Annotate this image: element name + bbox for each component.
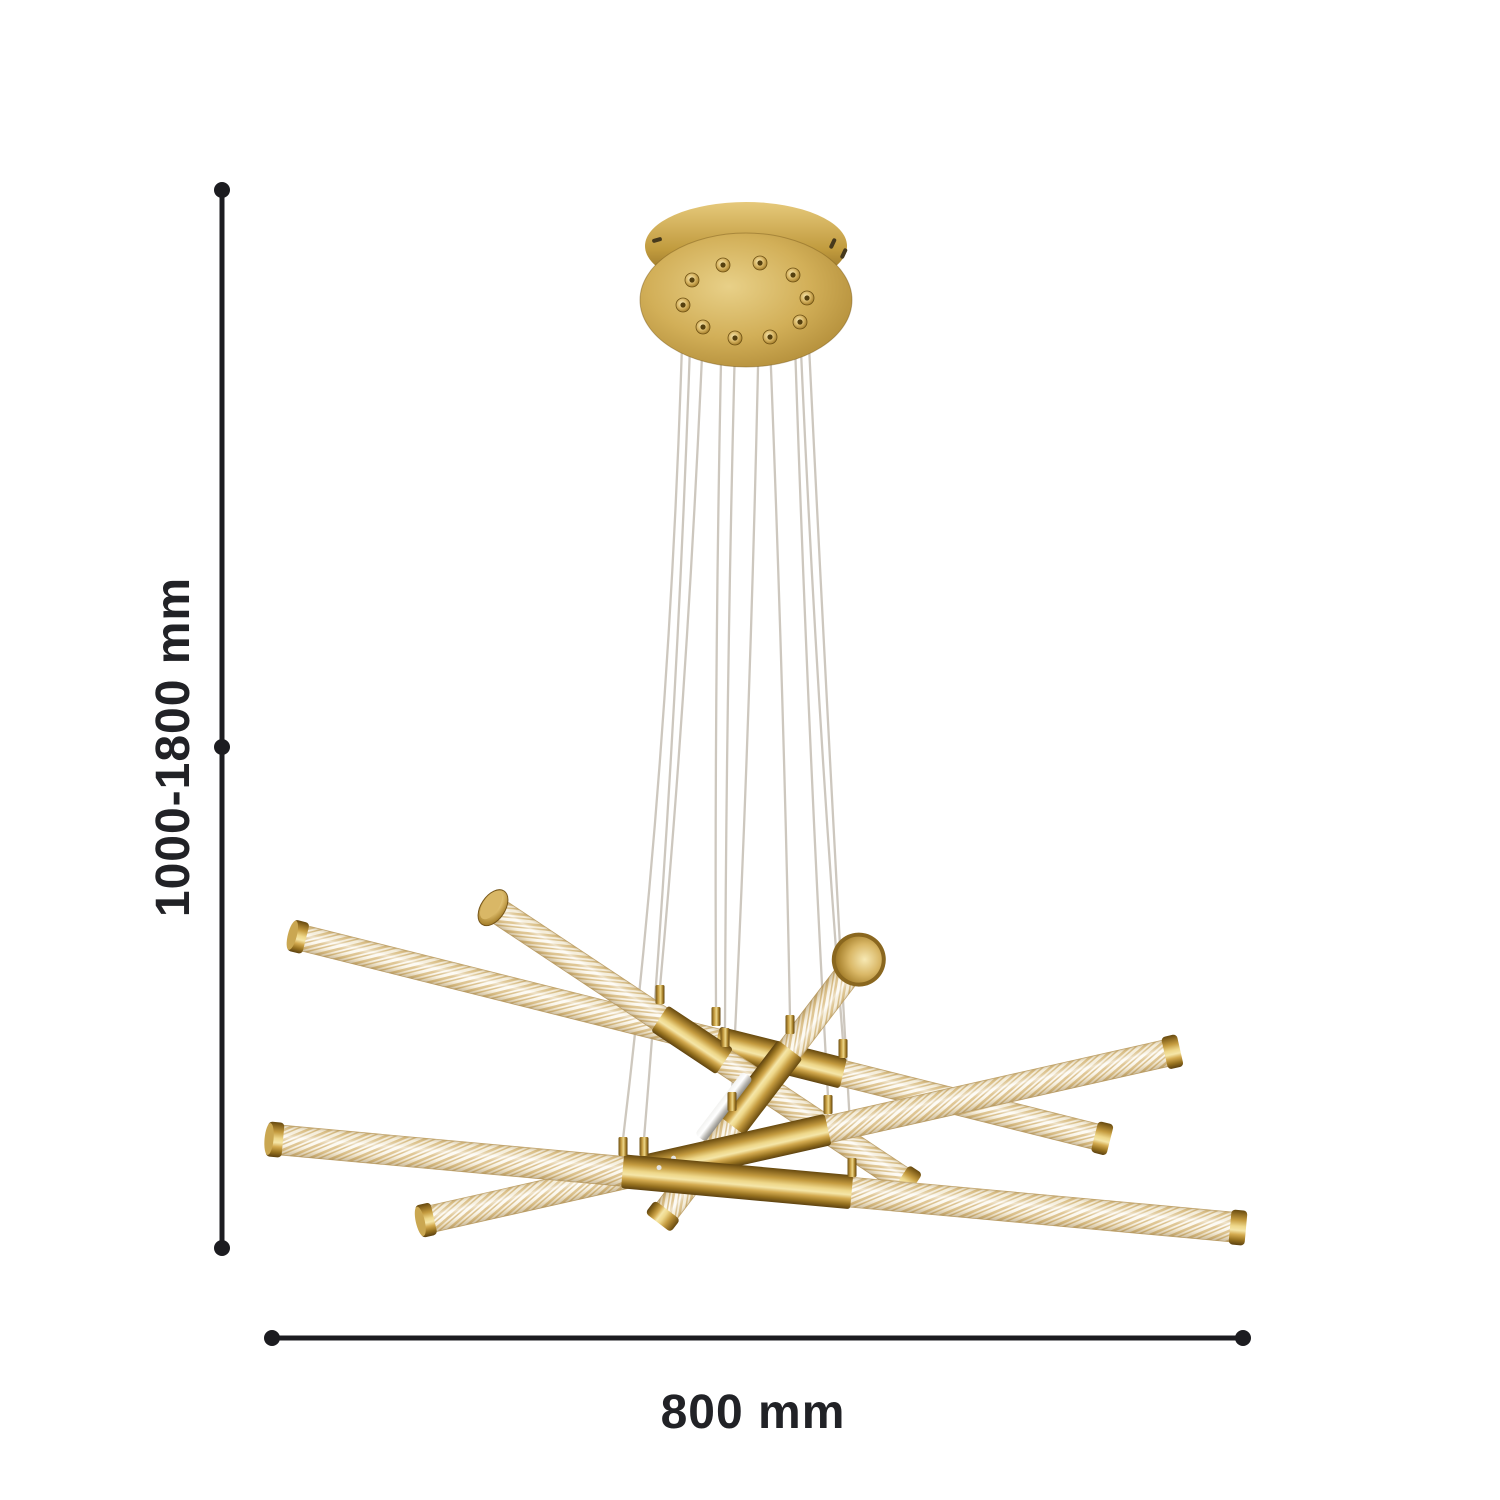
brass-sleeve <box>720 1041 802 1134</box>
suspension-wire <box>768 342 792 1018</box>
hub-silver-rod <box>696 1072 752 1141</box>
rod-end-cap <box>1228 1209 1248 1246</box>
brass-sleeve <box>621 1154 853 1209</box>
canopy-wire-fitting <box>727 330 743 346</box>
suspension-wires <box>621 268 854 1161</box>
canopy-wire-fitting <box>799 290 815 306</box>
height-dimension-endpoint-top <box>214 182 230 198</box>
rod-end-cap-face <box>414 1206 426 1237</box>
wire-grip-peg <box>639 1137 649 1156</box>
ceiling-canopy <box>639 202 853 368</box>
canopy-vent <box>829 238 837 249</box>
wire-grip-peg <box>655 985 665 1004</box>
height-dimension-midpoint <box>214 739 230 755</box>
rod-end-cap <box>1161 1034 1184 1069</box>
width-dimension-endpoint-left <box>264 1330 280 1346</box>
wire-grip-peg <box>720 1028 730 1047</box>
width-dimension-endpoint-right <box>1235 1330 1251 1346</box>
brass-sleeve <box>652 1006 732 1074</box>
rod-end-cap <box>646 1201 679 1231</box>
suspension-wire <box>730 268 762 1095</box>
canopy-wire-fitting <box>762 329 778 345</box>
suspension-wire <box>714 270 725 1010</box>
canopy-face <box>639 232 853 368</box>
rod-end-cap-face <box>264 1123 274 1155</box>
width-dimension-label: 800 mm <box>661 1386 846 1439</box>
wire-grip-peg <box>727 1092 737 1111</box>
suspension-wire <box>658 332 705 988</box>
height-dimension-endpoint-bottom <box>214 1240 230 1256</box>
light-rod <box>477 889 921 1199</box>
wire-grip-pegs <box>618 985 857 1177</box>
canopy-vent <box>840 248 848 259</box>
canopy-wire-fittings <box>675 255 815 346</box>
canopy-vent <box>652 237 662 243</box>
height-dimension-label: 1000-1800 mm <box>147 577 200 917</box>
suspension-wire <box>791 280 830 1098</box>
height-dimension: 1000-1800 mm <box>147 182 230 1256</box>
wire-grip-peg <box>823 1095 833 1114</box>
canopy-wire-fitting <box>752 255 768 271</box>
suspension-wire <box>798 327 845 1042</box>
sleeve-screw <box>656 1165 662 1171</box>
rod-end-cap <box>1091 1121 1114 1155</box>
rod-end-disc-cap-face <box>479 891 503 920</box>
rod-end-cap-face <box>286 920 299 950</box>
width-dimension: 800 mm <box>264 1330 1251 1439</box>
wire-grip-peg <box>711 1007 721 1026</box>
canopy-wire-fitting <box>675 297 691 313</box>
canopy-wire-fitting <box>684 272 700 288</box>
rod-front-disc-cap-face <box>835 936 882 983</box>
wire-grip-peg <box>838 1039 848 1058</box>
wire-grip-peg <box>618 1137 628 1156</box>
suspension-wire <box>805 303 854 1161</box>
canopy-wire-fitting <box>792 314 808 330</box>
canopy-wire-fitting <box>695 319 711 335</box>
wire-grip-peg <box>847 1158 857 1177</box>
canopy-wire-fitting <box>785 267 801 283</box>
wire-grip-peg <box>785 1015 795 1034</box>
suspension-wire <box>723 343 737 1031</box>
light-rod <box>264 1121 1248 1246</box>
canopy-wire-fitting <box>715 257 731 273</box>
